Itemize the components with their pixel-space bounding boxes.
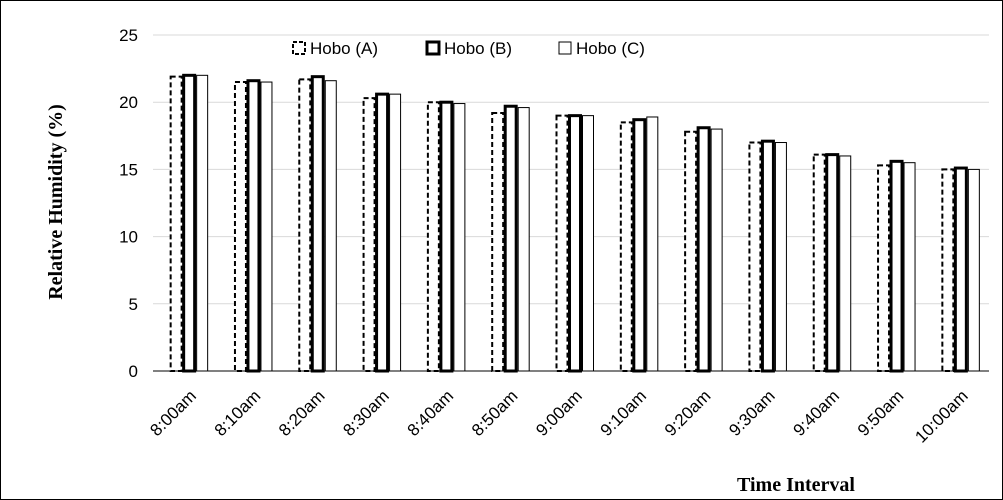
bar-hobo-a — [362, 97, 376, 372]
bar-hobo-c — [903, 162, 916, 372]
legend: Hobo (A) Hobo (B) Hobo (C) — [292, 39, 645, 58]
bar-hobo-b — [503, 104, 518, 373]
bar-hobo-c — [453, 103, 466, 372]
bar-hobo-b — [889, 159, 904, 373]
x-tick-label: 9:40am — [790, 386, 844, 440]
bar-hobo-b — [825, 153, 840, 373]
bar-hobo-a — [169, 75, 183, 372]
bar-hobo-a — [233, 81, 247, 372]
bars — [169, 73, 980, 373]
legend-swatch — [292, 41, 306, 55]
bar-hobo-b — [953, 166, 968, 373]
bar-hobo-c — [324, 80, 337, 372]
x-tick-label: 8:00am — [146, 386, 200, 440]
bar-hobo-a — [491, 111, 505, 373]
x-tick-label: 9:00am — [532, 386, 586, 440]
y-axis-title: Relative Humidity (%) — [45, 104, 67, 300]
x-axis-title: Time Interval — [737, 474, 855, 496]
x-tick-label: 9:10am — [597, 386, 651, 440]
bar-hobo-c — [582, 115, 594, 372]
bar-hobo-a — [619, 121, 633, 372]
bar-hobo-a — [877, 164, 891, 372]
bar-hobo-b — [310, 75, 325, 373]
bar-hobo-b — [568, 114, 582, 373]
bar-hobo-c — [196, 74, 209, 372]
bar-hobo-a — [812, 153, 826, 372]
y-tick-label: 5 — [129, 295, 138, 314]
bar-hobo-a — [941, 168, 955, 372]
bar-hobo-b — [439, 100, 454, 373]
y-tick-label: 10 — [119, 228, 138, 247]
bar-hobo-a — [426, 101, 440, 372]
x-tick-label: 9:20am — [661, 386, 715, 440]
bar-hobo-b — [632, 118, 647, 373]
bar-hobo-c — [710, 128, 723, 372]
y-tick-label: 20 — [119, 93, 138, 112]
x-tick-label: 9:50am — [854, 386, 908, 440]
bar-hobo-b — [760, 139, 775, 373]
x-tick-label: 8:50am — [468, 386, 522, 440]
bar-hobo-a — [555, 114, 569, 372]
y-tick-label: 0 — [129, 362, 138, 381]
x-tick-label: 8:30am — [339, 386, 393, 440]
x-tick-label: 8:20am — [275, 386, 329, 440]
bar-hobo-c — [839, 155, 852, 372]
bar-hobo-b — [696, 126, 711, 373]
bar-hobo-b — [182, 73, 197, 373]
bar-hobo-c — [646, 116, 659, 372]
bar-hobo-a — [298, 78, 312, 373]
legend-label: Hobo (C) — [576, 39, 645, 58]
bar-hobo-c — [967, 168, 980, 372]
bar-hobo-c — [774, 142, 787, 372]
bar-hobo-a — [748, 141, 762, 372]
y-tick-label: 25 — [119, 26, 138, 45]
bar-hobo-a — [684, 130, 698, 372]
bar-hobo-b — [246, 79, 261, 373]
bar-hobo-c — [260, 81, 273, 372]
x-tick-label: 10:00am — [911, 386, 971, 446]
legend-label: Hobo (A) — [310, 39, 378, 58]
legend-label: Hobo (B) — [444, 39, 512, 58]
legend-swatch — [558, 41, 572, 55]
legend-swatch — [425, 40, 441, 56]
x-tick-label: 8:40am — [404, 386, 458, 440]
bar-hobo-c — [389, 93, 402, 372]
x-tick-label: 8:10am — [211, 386, 265, 440]
bar-hobo-b — [375, 92, 390, 373]
y-tick-label: 15 — [119, 160, 138, 179]
x-tick-label: 9:30am — [725, 386, 779, 440]
bar-hobo-c — [517, 107, 530, 372]
